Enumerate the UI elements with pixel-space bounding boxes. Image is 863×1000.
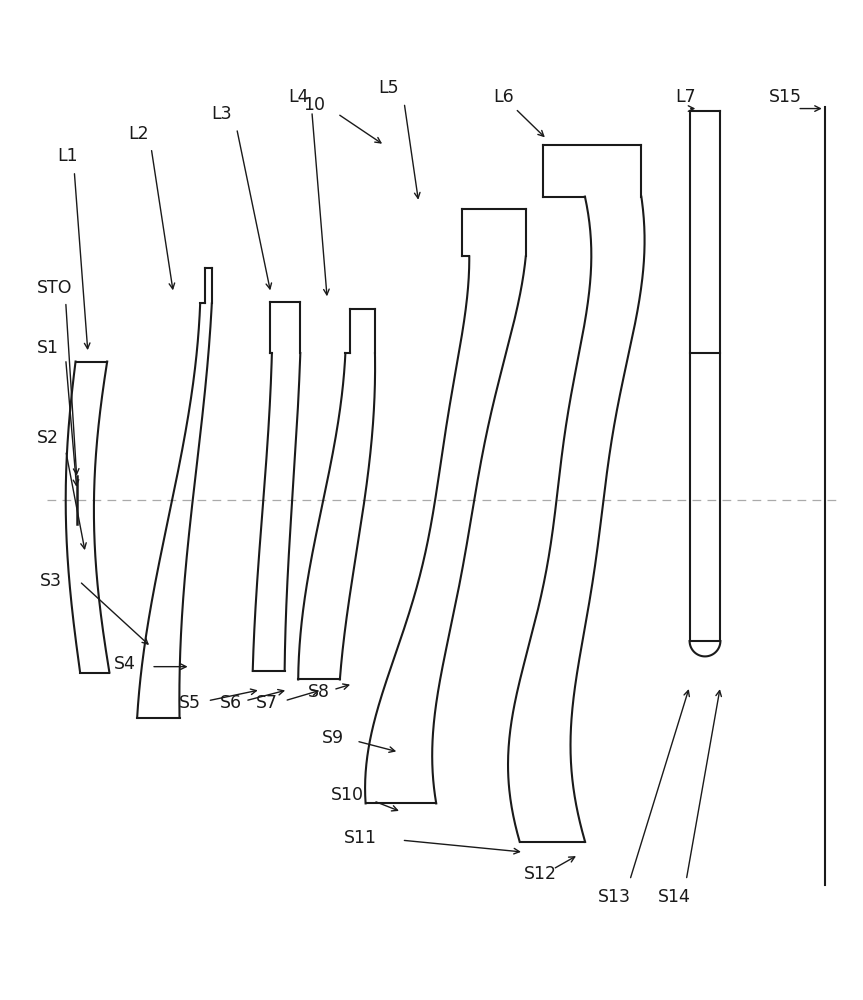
Text: S12: S12 [524, 865, 557, 883]
Text: L6: L6 [493, 88, 513, 106]
Text: S4: S4 [114, 655, 135, 673]
Text: L4: L4 [288, 88, 308, 106]
Text: L3: L3 [211, 105, 231, 123]
Text: S11: S11 [344, 829, 377, 847]
Text: S5: S5 [180, 694, 201, 712]
Text: S1: S1 [36, 339, 59, 357]
Text: S15: S15 [769, 88, 802, 106]
Text: S13: S13 [598, 888, 631, 906]
Text: STO: STO [36, 279, 72, 297]
Text: 10: 10 [303, 96, 325, 114]
Text: L1: L1 [57, 147, 78, 165]
Text: S3: S3 [40, 572, 62, 590]
Text: L5: L5 [379, 79, 399, 97]
Text: S8: S8 [307, 683, 330, 701]
Text: S7: S7 [256, 694, 278, 712]
Text: S6: S6 [219, 694, 242, 712]
Text: L2: L2 [128, 125, 148, 143]
Text: S9: S9 [322, 729, 344, 747]
Text: S14: S14 [658, 888, 691, 906]
Text: S2: S2 [36, 429, 59, 447]
Text: S10: S10 [331, 786, 363, 804]
Text: L7: L7 [675, 88, 696, 106]
